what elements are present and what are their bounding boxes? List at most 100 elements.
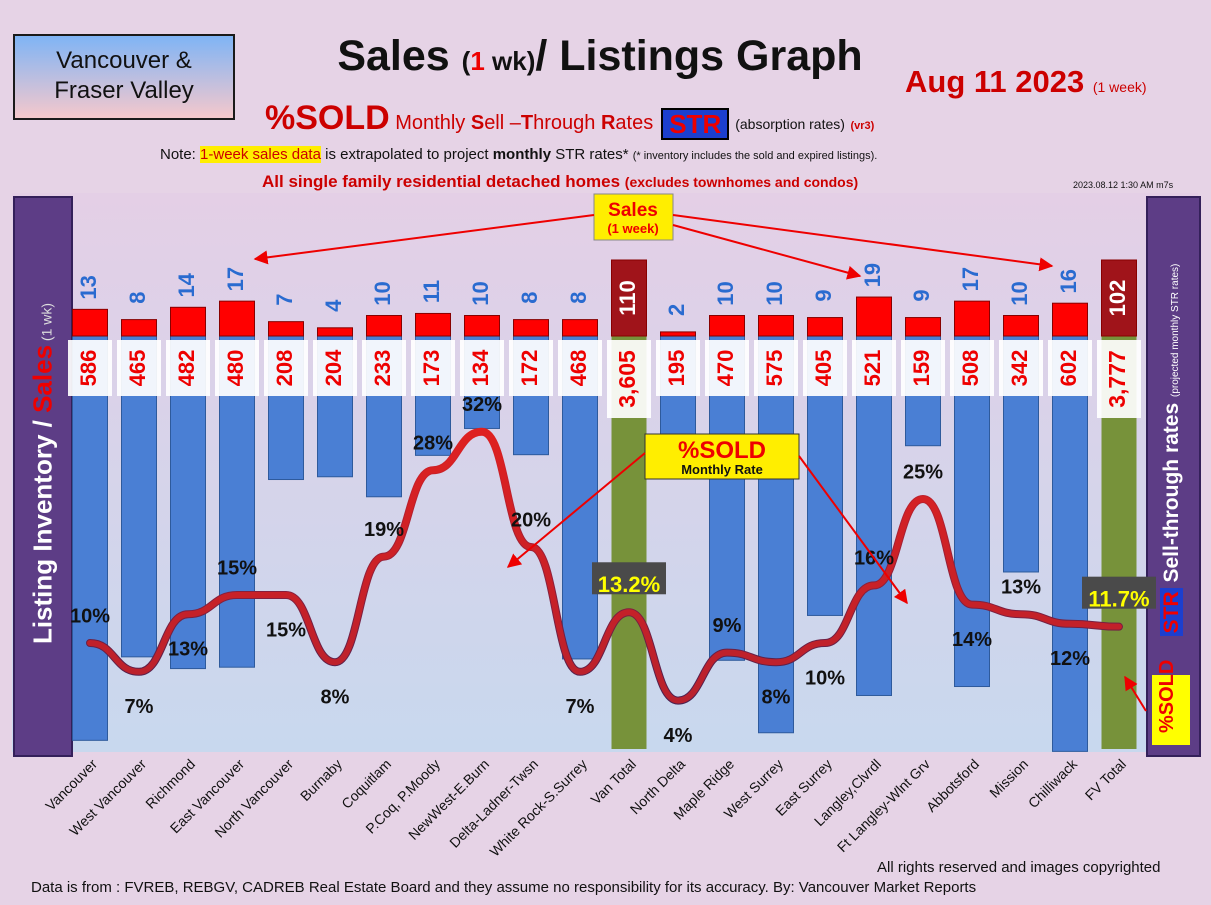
str-label: 13% bbox=[168, 638, 208, 660]
inventory-label: 204 bbox=[321, 349, 346, 386]
sales-bar bbox=[954, 300, 990, 337]
sales-callout-sub: (1 week) bbox=[607, 221, 658, 236]
inventory-label-bg bbox=[852, 340, 896, 396]
sales-label: 11 bbox=[419, 280, 444, 303]
sales-arrow bbox=[672, 224, 862, 280]
str-label: 9% bbox=[713, 615, 742, 637]
sales-bar bbox=[268, 321, 304, 337]
inventory-label-bg bbox=[901, 340, 945, 396]
note-part: is extrapolated to project bbox=[320, 146, 493, 163]
sales-label: 10 bbox=[1007, 281, 1032, 305]
sold-arrow bbox=[506, 452, 646, 568]
str-label: 25% bbox=[903, 461, 943, 483]
inventory-label-bg bbox=[999, 340, 1043, 396]
sales-bar bbox=[1101, 259, 1137, 337]
inventory-label: 233 bbox=[370, 350, 395, 387]
inventory-label-bg bbox=[1048, 340, 1092, 396]
inventory-label-bg bbox=[509, 340, 553, 396]
inventory-label: 172 bbox=[517, 350, 542, 387]
inventory-label: 342 bbox=[1007, 350, 1032, 387]
str-label: 11.7% bbox=[1088, 586, 1149, 611]
callouts-layer: Sales (1 week) %SOLD Monthly Rate bbox=[253, 193, 1147, 712]
str-label: 8% bbox=[762, 686, 791, 708]
note-part: Note: bbox=[160, 146, 201, 163]
sales-bar bbox=[513, 319, 549, 337]
sales-callout-box bbox=[593, 193, 674, 241]
category-label: Burnaby bbox=[297, 756, 345, 804]
str-label: 12% bbox=[1050, 648, 1090, 670]
absorption-text: (absorption rates) bbox=[735, 116, 845, 132]
str-line-highlight bbox=[87, 428, 1122, 704]
inventory-label-bg bbox=[607, 340, 651, 418]
report-date: Aug 11 2023 (1 week) bbox=[905, 64, 1147, 100]
sales-bar bbox=[317, 327, 353, 337]
region-line-1: Vancouver & bbox=[56, 47, 192, 74]
note-tiny: (* inventory includes the sold and expir… bbox=[632, 150, 878, 162]
inventory-label: 465 bbox=[125, 350, 150, 387]
note-part: STR rates* bbox=[551, 146, 633, 163]
sales-bar bbox=[121, 319, 157, 337]
str-label: 20% bbox=[511, 509, 551, 531]
str-total-label-bg bbox=[1082, 576, 1156, 609]
category-label: White Rock-S.Surrey bbox=[486, 756, 590, 860]
str-label: 7% bbox=[125, 696, 154, 718]
page-title: Sales (1 wk)/ Listings Graph bbox=[300, 32, 900, 81]
sales-bar bbox=[660, 331, 696, 337]
inventory-label-bg bbox=[558, 340, 602, 396]
inventory-label-bg bbox=[754, 340, 798, 396]
sales-bar bbox=[72, 308, 108, 337]
title-part: Sales bbox=[337, 32, 462, 80]
sales-label: 9 bbox=[811, 289, 836, 301]
copyright: All rights reserved and images copyright… bbox=[877, 859, 1161, 876]
sales-bar bbox=[562, 319, 598, 337]
sold-arrow bbox=[1124, 675, 1147, 712]
inventory-label-bg bbox=[215, 340, 259, 396]
category-label: Mission bbox=[986, 756, 1031, 801]
inventory-label: 521 bbox=[860, 350, 885, 387]
sales-bar bbox=[170, 306, 206, 337]
bars-layer bbox=[72, 259, 1137, 752]
inventory-bar bbox=[1052, 335, 1088, 752]
inventory-label-bg bbox=[68, 340, 112, 396]
inventory-label-bg bbox=[460, 340, 504, 396]
date-text: Aug 11 2023 bbox=[905, 64, 1085, 99]
sales-label: 16 bbox=[1056, 269, 1081, 293]
region-box: Vancouver & Fraser Valley bbox=[13, 34, 235, 120]
sales-bar bbox=[758, 315, 794, 337]
version-text: (vr3) bbox=[850, 120, 875, 132]
title-part: ( bbox=[461, 46, 471, 76]
sold-callout-title: %SOLD bbox=[678, 437, 766, 464]
str-label: 7% bbox=[566, 696, 595, 718]
inventory-label-bg bbox=[166, 340, 210, 396]
sales-bar bbox=[1003, 315, 1039, 337]
sales-bar bbox=[1052, 302, 1088, 337]
inventory-label-bg bbox=[950, 340, 994, 396]
sales-label: 17 bbox=[958, 267, 983, 291]
inventory-label: 208 bbox=[272, 350, 297, 387]
region-line-2: Fraser Valley bbox=[54, 77, 194, 104]
note: Note: 1-week sales data is extrapolated … bbox=[160, 146, 877, 163]
right-axis-label-box: STR Sell-through rates (projected monthl… bbox=[1146, 196, 1201, 757]
category-label: FV Total bbox=[1082, 756, 1129, 803]
str-label: 10% bbox=[805, 667, 845, 689]
str-line-layer bbox=[86, 427, 1123, 705]
sales-bar bbox=[464, 315, 500, 337]
sold-pct-heading: %SOLD bbox=[265, 99, 390, 137]
chart-panel bbox=[12, 193, 1198, 752]
subtitle-part: R bbox=[600, 112, 616, 134]
sales-label: 19 bbox=[860, 263, 885, 287]
str-label: 10% bbox=[70, 605, 110, 627]
str-label: 28% bbox=[413, 432, 453, 454]
inventory-label: 405 bbox=[811, 350, 836, 387]
inventory-label-bg bbox=[1097, 340, 1141, 418]
title-part: wk) bbox=[484, 46, 536, 76]
category-label: Chilliwack bbox=[1025, 755, 1081, 811]
inventory-bar bbox=[758, 335, 794, 734]
subtitle-part: ell – bbox=[484, 112, 521, 134]
str-label: 13% bbox=[1001, 576, 1041, 598]
subtitle-part: ates bbox=[615, 112, 654, 134]
subtitle-part: hrough bbox=[533, 112, 601, 134]
subtitle-part: Monthly bbox=[395, 112, 471, 134]
sold-callout-box bbox=[644, 433, 800, 480]
subtitle: %SOLD Monthly Sell –Through Rates STR (abs… bbox=[265, 99, 874, 140]
